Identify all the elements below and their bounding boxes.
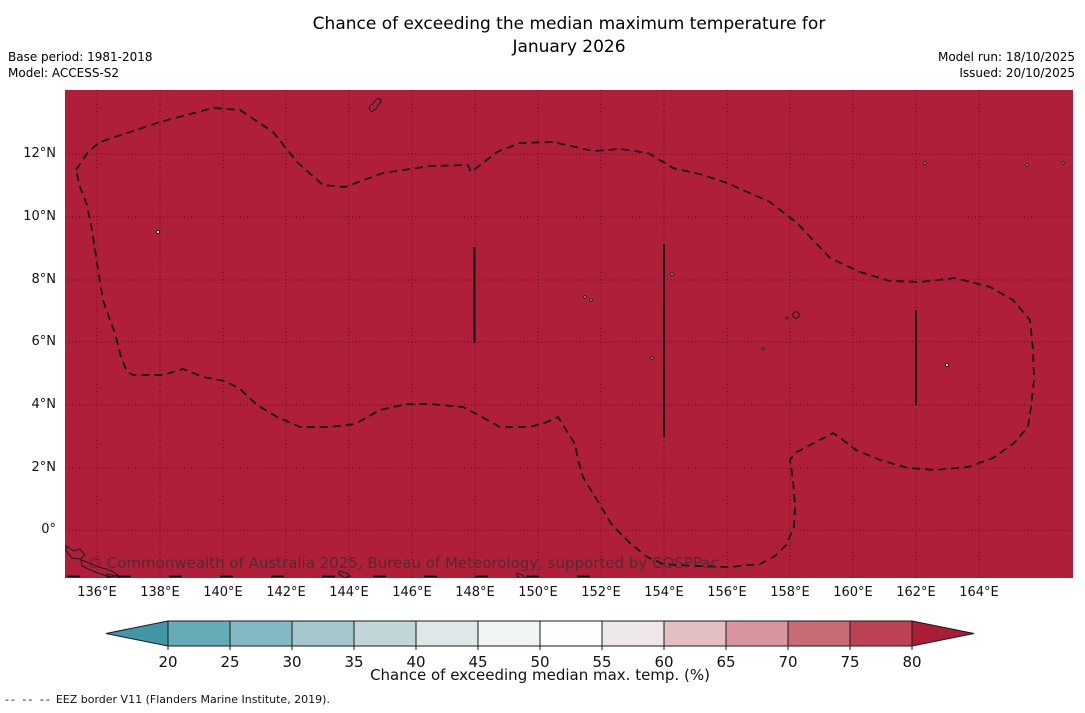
x-tick-label: 160°E [833, 585, 873, 600]
colorbar-tick-label: 65 [716, 653, 735, 670]
colorbar-segment [477, 620, 541, 647]
dashed-line-legend-marker: -- -- -- [5, 693, 52, 706]
page-title: Chance of exceeding the median maximum t… [65, 13, 1073, 59]
y-tick-label: 2°N [31, 460, 57, 475]
issued-text: Issued: 20/10/2025 [959, 66, 1075, 80]
x-tick-label: 146°E [392, 585, 432, 600]
eez-segment-lines [473, 244, 917, 437]
footnote-text: EEZ border V11 (Flanders Marine Institut… [55, 693, 330, 706]
colorbar-tick-label: 80 [902, 653, 921, 670]
x-tick-label: 152°E [581, 585, 621, 600]
x-tick-label: 156°E [707, 585, 747, 600]
x-tick-label: 142°E [266, 585, 306, 600]
x-tick-label: 136°E [77, 585, 117, 600]
copyright-watermark: © Commonwealth of Australia 2025, Bureau… [87, 554, 719, 572]
meta-left: Base period: 1981-2018 Model: ACCESS-S2 [8, 49, 153, 81]
model-run-text: Model run: 18/10/2025 [937, 50, 1075, 64]
colorbar-tick-label: 55 [592, 653, 611, 670]
y-tick-label: 8°N [31, 272, 57, 287]
map-panel: © Commonwealth of Australia 2025, Bureau… [65, 90, 1073, 578]
x-tick-label: 138°E [140, 585, 180, 600]
y-tick-label: 12°N [23, 146, 56, 161]
colorbar-segment [167, 620, 231, 647]
model-text: Model: ACCESS-S2 [8, 66, 120, 80]
colorbar: 20 25 30 35 40 45 50 55 60 65 70 75 80 [105, 620, 975, 674]
colorbar-tick-label: 60 [654, 653, 673, 670]
x-tick-label: 158°E [770, 585, 810, 600]
colorbar-segment [291, 620, 355, 647]
colorbar-segment [539, 620, 603, 647]
colorbar-label: Chance of exceeding median max. temp. (%… [370, 666, 710, 684]
colorbar-segment [725, 620, 789, 647]
y-tick-label: 4°N [31, 397, 57, 412]
x-tick-label: 164°E [959, 585, 999, 600]
pohnpei-island-outline [792, 311, 800, 319]
x-tick-label: 144°E [329, 585, 369, 600]
x-tick-label: 140°E [203, 585, 243, 600]
map-canvas [65, 90, 1073, 578]
base-period-text: Base period: 1981-2018 [8, 50, 153, 64]
footnote: -- -- -- EEZ border V11 (Flanders Marine … [5, 693, 330, 706]
colorbar-tick-label: 75 [840, 653, 859, 670]
colorbar-tick-label: 35 [344, 653, 363, 670]
colorbar-segment [415, 620, 479, 647]
y-tick-label: 6°N [31, 334, 57, 349]
colorbar-segment [663, 620, 727, 647]
eez-border-dashed [75, 107, 1035, 568]
colorbar-tick-label: 40 [406, 653, 425, 670]
x-tick-label: 150°E [518, 585, 558, 600]
colorbar-tick-label: 50 [530, 653, 549, 670]
colorbar-tick-label: 70 [778, 653, 797, 670]
colorbar-over-arrow [911, 620, 975, 647]
colorbar-tick-label: 30 [282, 653, 301, 670]
x-tick-label: 148°E [455, 585, 495, 600]
x-tick-label: 162°E [896, 585, 936, 600]
islands [155, 98, 1065, 368]
colorbar-segment [849, 620, 913, 647]
x-tick-label: 154°E [644, 585, 684, 600]
graticule [65, 90, 1073, 578]
meta-right: Model run: 18/10/2025 Issued: 20/10/2025 [938, 49, 1075, 81]
colorbar-segment [601, 620, 665, 647]
colorbar-svg: 20 25 30 35 40 45 50 55 60 65 70 75 80 [105, 620, 975, 671]
title-line-1: Chance of exceeding the median maximum t… [312, 14, 826, 34]
y-tick-label: 0° [41, 522, 56, 537]
colorbar-tick-label: 20 [158, 653, 177, 670]
colorbar-segment [353, 620, 417, 647]
guam-island-outline [368, 98, 382, 112]
colorbar-segment [229, 620, 293, 647]
colorbar-segment [787, 620, 851, 647]
colorbar-tick-label: 25 [220, 653, 239, 670]
colorbar-under-arrow [105, 620, 169, 647]
png-coastline [65, 545, 526, 578]
y-tick-label: 10°N [23, 209, 56, 224]
colorbar-tick-label: 45 [468, 653, 487, 670]
title-line-2: January 2026 [512, 37, 626, 57]
